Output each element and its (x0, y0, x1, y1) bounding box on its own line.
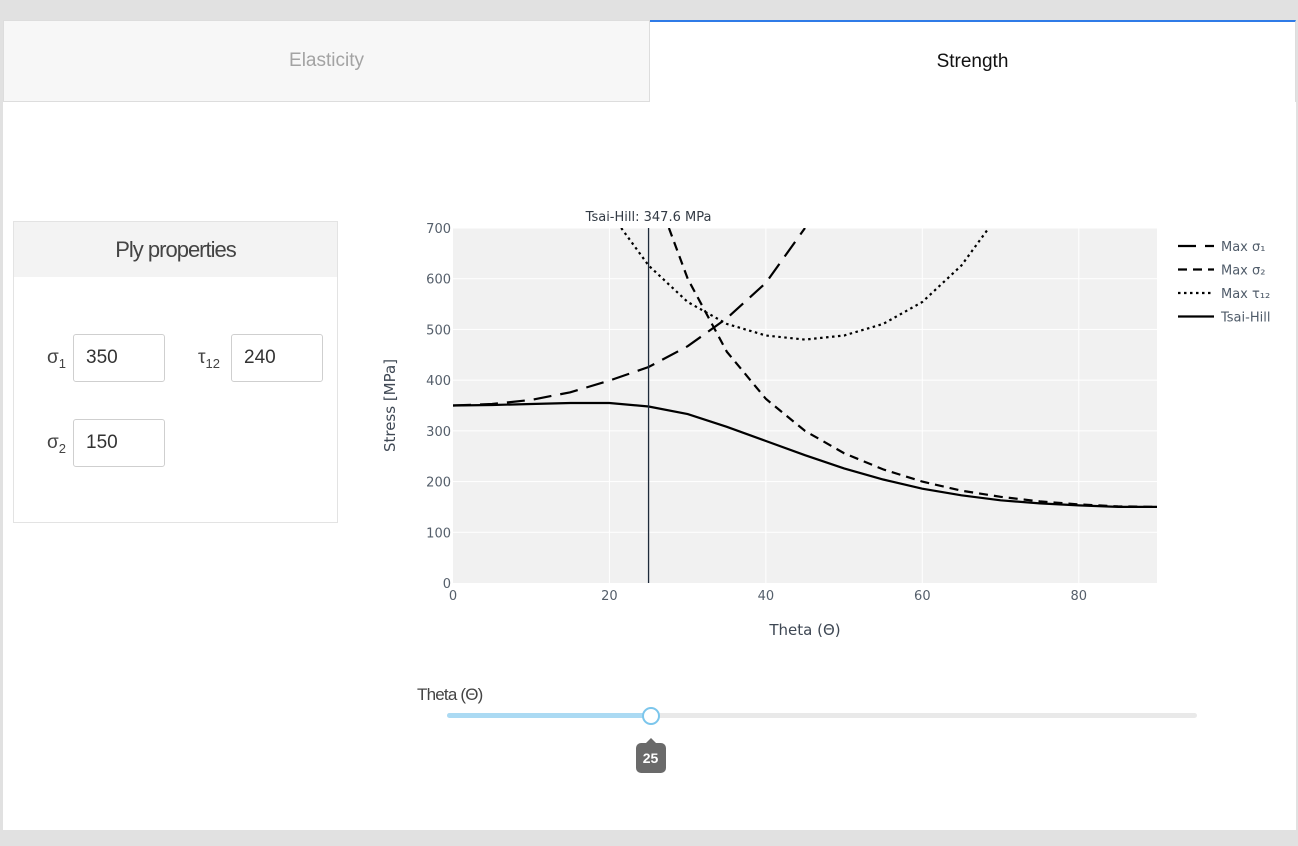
legend-label: Max τ₁₂ (1221, 287, 1270, 302)
tab-strength[interactable]: Strength (650, 20, 1296, 102)
series-line (453, 228, 806, 407)
y-tick-label: 600 (426, 273, 451, 288)
legend-label: Max σ₂ (1221, 264, 1265, 279)
y-tick-label: 700 (426, 222, 451, 237)
ply-properties-title: Ply properties (14, 222, 337, 277)
series-line (453, 401, 1157, 508)
x-tick-label: 60 (914, 589, 931, 604)
tab-elasticity[interactable]: Elasticity (3, 20, 650, 102)
y-tick-label: 500 (426, 323, 451, 338)
tau12-input[interactable] (231, 334, 323, 382)
theta-value-tooltip: 25 (635, 738, 666, 773)
x-tick-label: 80 (1071, 589, 1088, 604)
legend-label: Max σ₁ (1221, 240, 1265, 255)
y-tick-label: 300 (426, 425, 451, 440)
y-tick-label: 100 (426, 526, 451, 541)
theta-slider-handle[interactable] (641, 707, 660, 725)
sigma1-input[interactable] (73, 334, 165, 382)
legend-label: Tsai-Hill (1220, 311, 1270, 326)
sigma1-label: σ1 (47, 347, 66, 371)
y-axis-title: Stress [MPa] (381, 359, 399, 452)
theta-slider-track[interactable]: 25 (447, 707, 1197, 773)
slider-label: Theta (Θ) (417, 685, 483, 704)
theta-slider-fill (447, 713, 651, 718)
series-line (667, 228, 1157, 508)
x-tick-label: 40 (758, 589, 775, 604)
x-tick-label: 0 (449, 589, 457, 604)
sigma2-input[interactable] (73, 419, 165, 467)
plot-area (453, 228, 1157, 583)
series-line (620, 228, 990, 341)
y-tick-label: 200 (426, 476, 451, 491)
y-tick-label: 400 (426, 374, 451, 389)
x-axis-title: Theta (Θ) (768, 621, 840, 639)
x-tick-label: 20 (601, 589, 618, 604)
marker-annotation: Tsai-Hill: 347.6 MPa (585, 210, 712, 225)
sigma2-label: σ2 (47, 432, 66, 456)
tau12-label: τ12 (198, 347, 220, 371)
ply-properties-card: Ply properties σ1 τ12 σ2 (13, 221, 338, 523)
y-tick-label: 0 (443, 577, 451, 592)
